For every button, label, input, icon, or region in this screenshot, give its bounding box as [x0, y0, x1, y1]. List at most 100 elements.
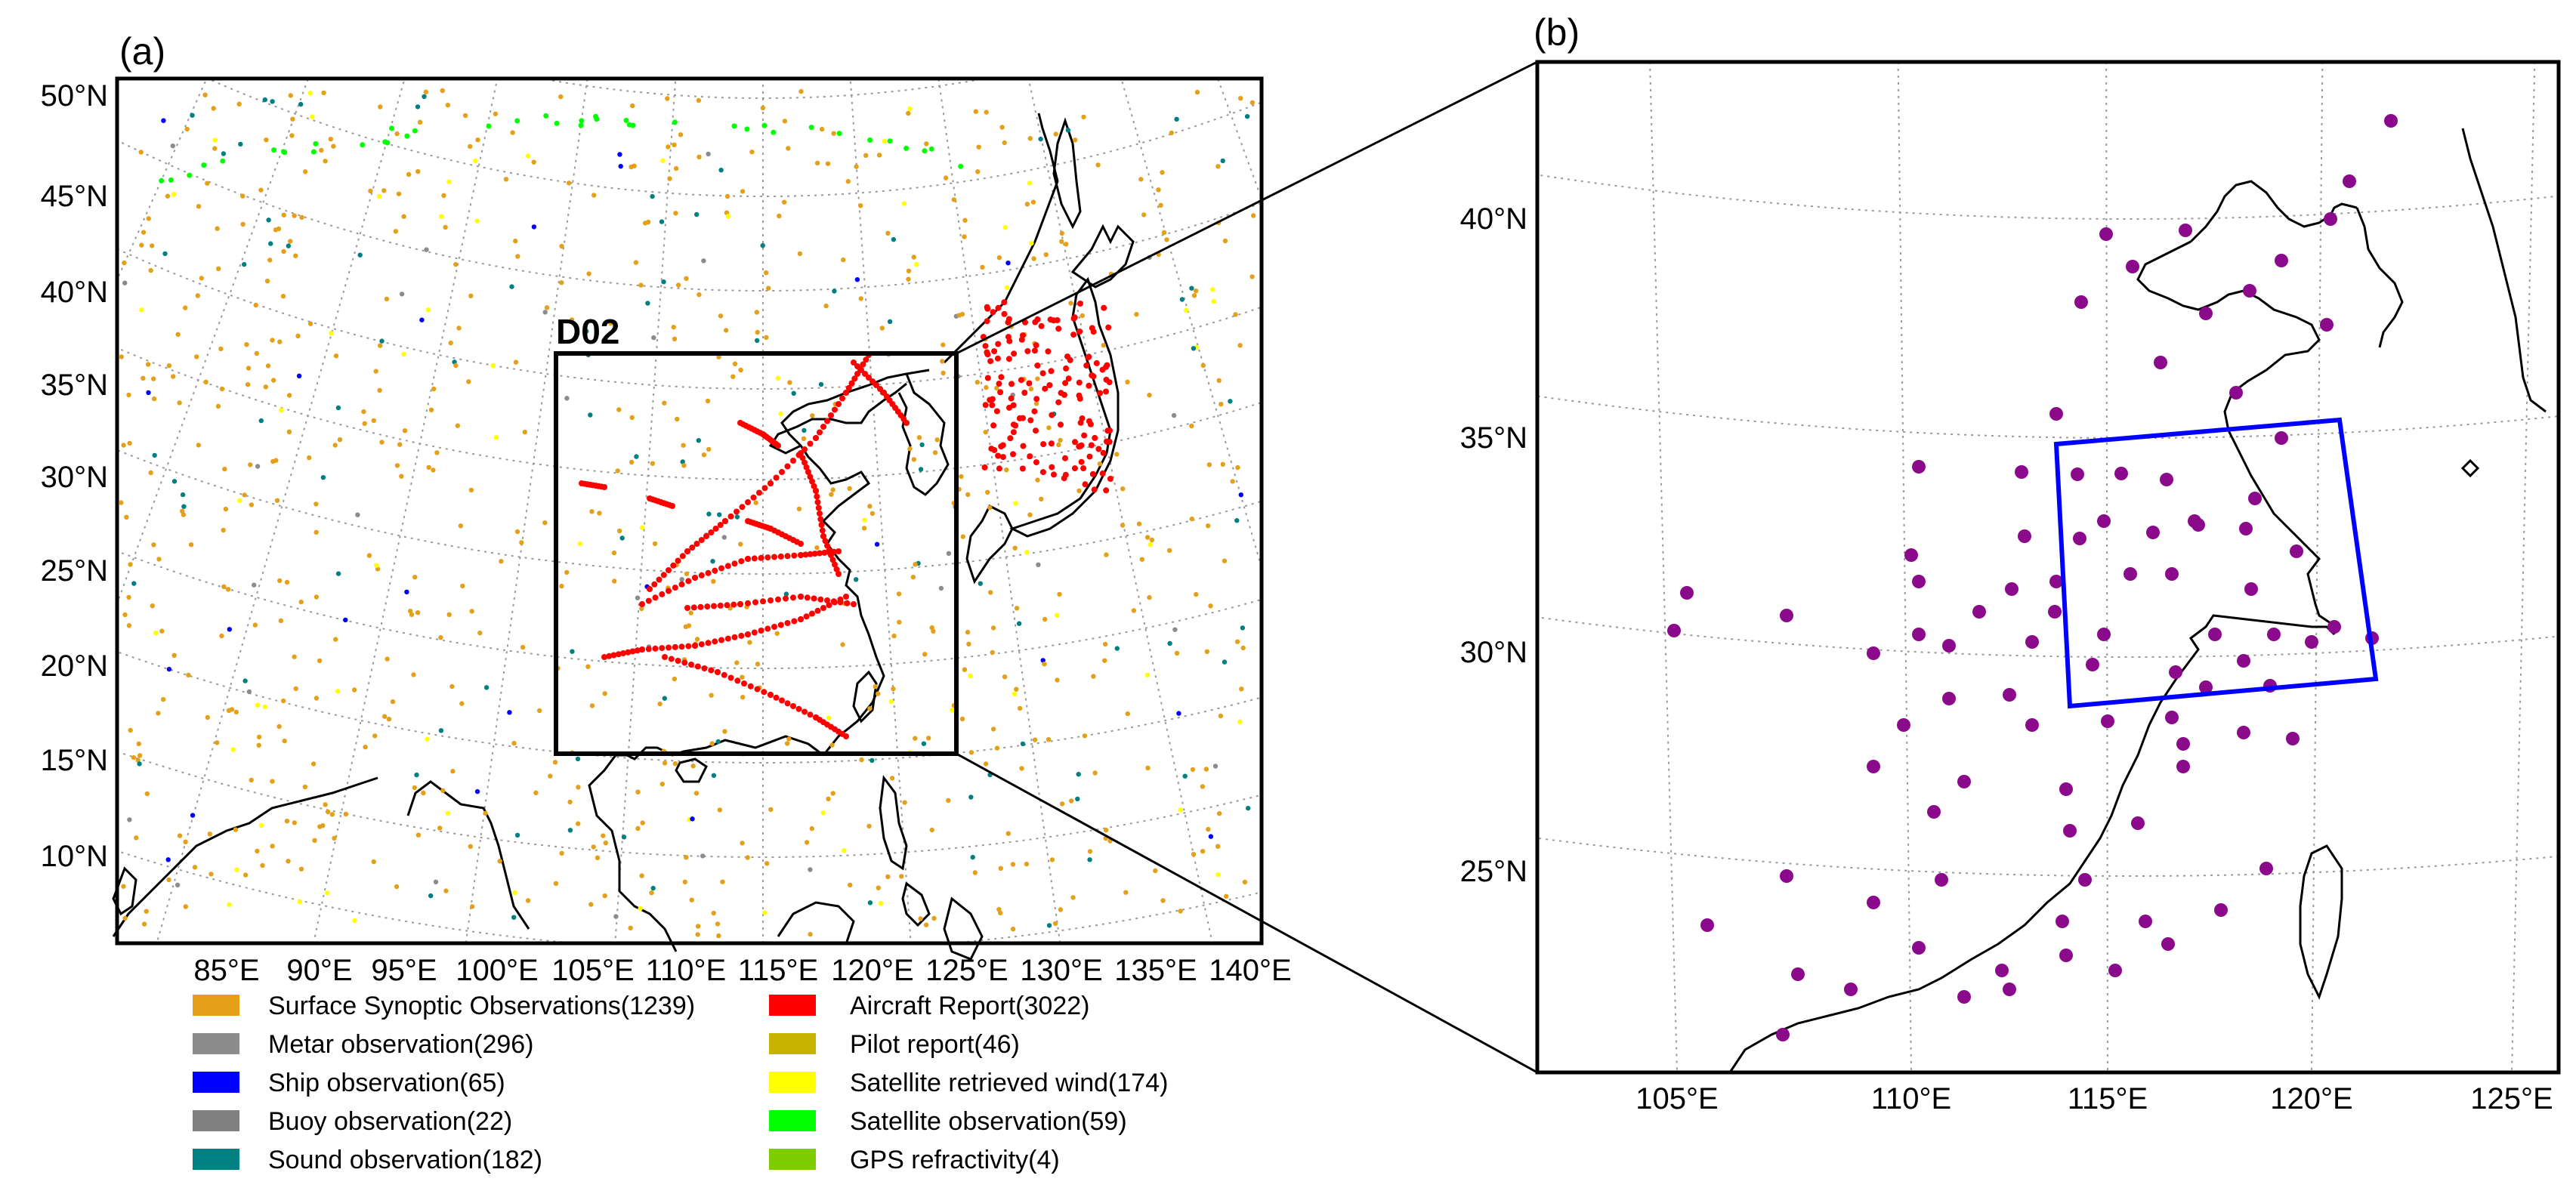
observation-dot: [450, 769, 456, 774]
observation-dot: [266, 218, 271, 223]
observation-dot: [1040, 658, 1046, 663]
aircraft-dot: [982, 343, 989, 350]
observation-dot: [1191, 293, 1197, 298]
observation-dot: [1027, 180, 1033, 186]
aircraft-dot: [738, 632, 745, 639]
aircraft-dot: [990, 309, 996, 316]
observation-dot: [775, 375, 781, 381]
observation-dot: [847, 486, 852, 491]
observation-dot: [998, 865, 1004, 872]
aircraft-dot: [656, 576, 663, 583]
observation-dot: [1153, 868, 1158, 874]
observation-dot: [906, 276, 911, 282]
observation-dot: [469, 609, 474, 614]
parallel-line: [1537, 615, 2559, 657]
observation-dot: [417, 119, 423, 125]
station-marker: [2086, 658, 2099, 671]
observation-dot: [183, 839, 188, 845]
aircraft-dot: [1033, 459, 1039, 466]
satellite-dot: [623, 118, 629, 123]
observation-dot: [270, 378, 276, 383]
aircraft-dot: [737, 601, 743, 607]
observation-dot: [906, 110, 911, 116]
aircraft-dot: [817, 511, 823, 517]
observation-dot: [1020, 741, 1026, 747]
aircraft-dot: [798, 541, 804, 547]
observation-dot: [1251, 213, 1256, 218]
observation-dot: [672, 761, 678, 767]
aircraft-dot: [807, 711, 814, 718]
observation-dot: [777, 213, 782, 219]
observation-dot: [242, 492, 247, 498]
lon-label-130e: 130°E: [1020, 954, 1102, 987]
india-coastline: [112, 776, 378, 937]
observation-dot: [891, 633, 897, 639]
observation-dot: [323, 802, 328, 807]
observation-dot: [320, 823, 326, 828]
aircraft-dot: [1061, 475, 1067, 482]
meridian-line: [465, 79, 588, 943]
observation-dot: [314, 529, 319, 535]
observation-dot: [861, 526, 867, 531]
observation-dot: [774, 631, 780, 636]
observation-dot: [325, 809, 331, 815]
bohai-coastline-zoom: [2189, 180, 2358, 243]
observation-dot: [1211, 298, 1216, 304]
observation-dot: [414, 772, 419, 778]
aircraft-dot: [790, 703, 796, 709]
observation-dot: [738, 541, 743, 547]
lon-label-85e: 85°E: [193, 954, 259, 987]
observation-dot: [1010, 862, 1016, 867]
observation-dot: [990, 727, 996, 732]
satellite-dot: [744, 126, 750, 132]
observation-dot: [1013, 501, 1018, 506]
meridian-line: [2105, 62, 2108, 1072]
aircraft-dot: [903, 420, 910, 426]
observation-dot: [808, 867, 813, 872]
observation-dot: [575, 756, 581, 762]
aircraft-dot: [803, 613, 810, 620]
aircraft-dot: [760, 598, 766, 605]
observation-dot: [709, 741, 715, 746]
aircraft-dot: [784, 620, 791, 626]
observation-dot: [848, 882, 853, 888]
satellite-dot: [159, 177, 165, 184]
observation-dot: [1005, 261, 1011, 266]
observation-dot: [1212, 764, 1219, 769]
observation-dot: [1095, 162, 1101, 168]
observation-dot: [652, 541, 658, 547]
aircraft-dot: [1103, 388, 1109, 395]
aircraft-dot: [988, 446, 995, 452]
observation-dot: [901, 201, 907, 206]
aircraft-dot: [768, 692, 774, 698]
observation-dot: [688, 610, 693, 616]
aircraft-dot: [751, 555, 758, 562]
observation-dot: [615, 468, 620, 474]
aircraft-dot: [1045, 348, 1052, 355]
aircraft-dot: [817, 550, 823, 557]
observation-dot: [697, 154, 702, 159]
observation-dot: [1206, 462, 1212, 467]
satellite-dot: [514, 118, 520, 124]
station-marker: [2290, 545, 2303, 558]
observation-dot: [286, 859, 291, 864]
station-marker: [1844, 983, 1858, 996]
observation-dot: [1141, 212, 1147, 218]
aircraft-dot: [813, 435, 819, 441]
observation-dot: [477, 630, 483, 636]
parallel-line: [117, 449, 1262, 575]
aircraft-dot: [1027, 417, 1034, 424]
panel-b-lat-axis: 40°N 35°N 30°N 25°N: [1460, 202, 1527, 888]
observation-dot: [1029, 240, 1034, 246]
observation-dot: [1200, 363, 1206, 369]
observation-dot: [679, 577, 684, 582]
observation-dot: [233, 709, 239, 715]
observation-dot: [1160, 170, 1165, 175]
lat-label-35n-b: 35°N: [1460, 421, 1527, 455]
station-marker: [2124, 567, 2137, 581]
satellite-dot: [282, 150, 288, 156]
observation-dot: [717, 512, 722, 517]
aircraft-dot: [996, 465, 1002, 472]
observation-dot: [215, 226, 220, 231]
observation-dot: [740, 674, 745, 680]
